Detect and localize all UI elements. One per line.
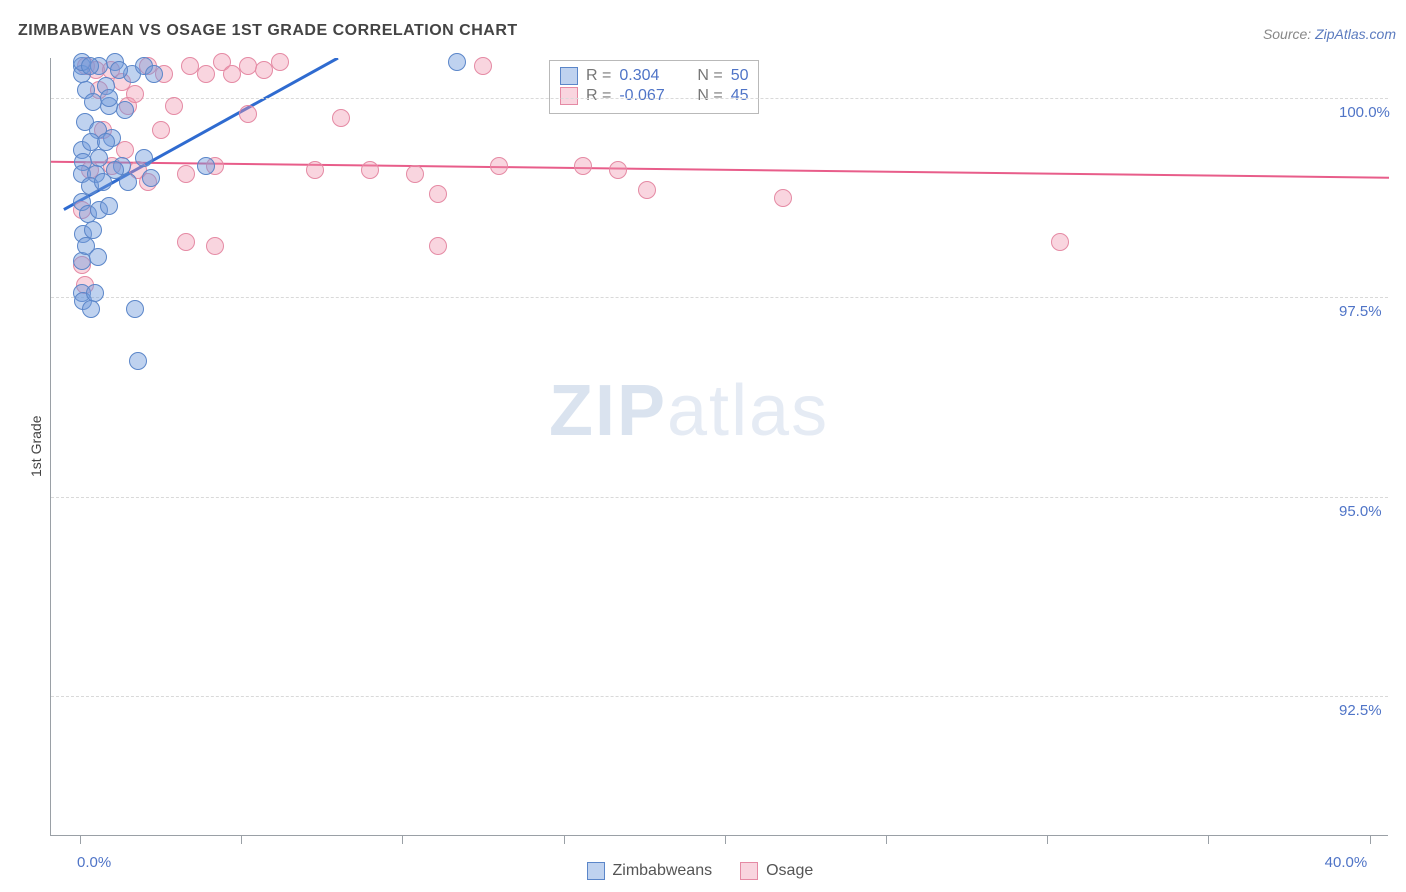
x-tick	[80, 836, 81, 844]
scatter-point-a	[82, 300, 100, 318]
scatter-point-a	[100, 197, 118, 215]
scatter-point-a	[129, 352, 147, 370]
corr-n-value: 45	[731, 87, 749, 105]
scatter-point-a	[89, 248, 107, 266]
corr-row-a: R = 0.304 N = 50	[560, 67, 748, 85]
scatter-point-b	[774, 189, 792, 207]
x-range-label: 0.0%	[77, 854, 111, 871]
scatter-point-a	[135, 149, 153, 167]
gridline-h	[51, 696, 1388, 697]
scatter-point-b	[406, 165, 424, 183]
scatter-point-b	[609, 161, 627, 179]
scatter-point-b	[239, 57, 257, 75]
legend-item-a: Zimbabweans	[587, 862, 713, 880]
corr-r-value: -0.067	[619, 87, 679, 105]
watermark-light: atlas	[667, 371, 829, 451]
watermark: ZIPatlas	[549, 370, 829, 452]
scatter-point-a	[145, 65, 163, 83]
scatter-point-b	[474, 57, 492, 75]
scatter-point-b	[361, 161, 379, 179]
scatter-point-a	[97, 133, 115, 151]
x-tick	[1208, 836, 1209, 844]
x-tick	[402, 836, 403, 844]
scatter-point-a	[116, 101, 134, 119]
trend-lines	[51, 58, 1389, 836]
corr-n-label: N =	[697, 87, 722, 105]
scatter-point-b	[206, 237, 224, 255]
corr-n-label: N =	[697, 67, 722, 85]
scatter-point-a	[197, 157, 215, 175]
scatter-point-a	[110, 61, 128, 79]
corr-row-b: R = -0.067 N = 45	[560, 87, 748, 105]
gridline-h	[51, 297, 1388, 298]
scatter-point-b	[429, 237, 447, 255]
y-tick-label: 95.0%	[1339, 503, 1382, 520]
legend-item-b: Osage	[740, 862, 813, 880]
legend-label: Osage	[766, 862, 813, 880]
chart-title: ZIMBABWEAN VS OSAGE 1ST GRADE CORRELATIO…	[18, 22, 518, 40]
scatter-point-b	[574, 157, 592, 175]
x-tick	[1047, 836, 1048, 844]
scatter-point-b	[332, 109, 350, 127]
legend-bottom: Zimbabweans Osage	[587, 862, 814, 880]
source-prefix: Source:	[1263, 26, 1315, 42]
gridline-h	[51, 497, 1388, 498]
plot-area: ZIPatlas R = 0.304 N = 50 R = -0.067 N = 45…	[50, 58, 1388, 836]
y-tick-label: 97.5%	[1339, 303, 1382, 320]
trendline	[51, 162, 1389, 178]
source-credit: Source: ZipAtlas.com	[1263, 26, 1396, 42]
scatter-point-b	[239, 105, 257, 123]
scatter-point-b	[177, 165, 195, 183]
scatter-point-a	[448, 53, 466, 71]
scatter-point-b	[271, 53, 289, 71]
scatter-point-b	[638, 181, 656, 199]
scatter-point-b	[126, 85, 144, 103]
corr-r-label: R =	[586, 87, 611, 105]
scatter-point-b	[490, 157, 508, 175]
scatter-point-b	[429, 185, 447, 203]
swatch-icon	[560, 67, 578, 85]
x-tick	[886, 836, 887, 844]
scatter-point-a	[81, 57, 99, 75]
watermark-bold: ZIP	[549, 371, 667, 451]
x-range-label: 40.0%	[1325, 854, 1368, 871]
x-tick	[1370, 836, 1371, 844]
scatter-point-b	[152, 121, 170, 139]
scatter-point-b	[197, 65, 215, 83]
y-tick-label: 92.5%	[1339, 702, 1382, 719]
scatter-point-b	[177, 233, 195, 251]
gridline-h	[51, 98, 1388, 99]
corr-n-value: 50	[731, 67, 749, 85]
correlation-box: R = 0.304 N = 50 R = -0.067 N = 45	[549, 60, 759, 114]
y-tick-label: 100.0%	[1339, 104, 1390, 121]
source-name: ZipAtlas.com	[1315, 26, 1396, 42]
scatter-point-b	[1051, 233, 1069, 251]
scatter-point-a	[142, 169, 160, 187]
scatter-point-a	[126, 300, 144, 318]
scatter-point-b	[306, 161, 324, 179]
scatter-point-a	[119, 173, 137, 191]
legend-label: Zimbabweans	[613, 862, 713, 880]
scatter-point-a	[100, 89, 118, 107]
corr-r-label: R =	[586, 67, 611, 85]
swatch-icon	[587, 862, 605, 880]
corr-r-value: 0.304	[619, 67, 679, 85]
x-tick	[241, 836, 242, 844]
swatch-icon	[740, 862, 758, 880]
y-axis-label: 1st Grade	[28, 416, 44, 477]
swatch-icon	[560, 87, 578, 105]
x-tick	[564, 836, 565, 844]
x-tick	[725, 836, 726, 844]
scatter-point-b	[165, 97, 183, 115]
